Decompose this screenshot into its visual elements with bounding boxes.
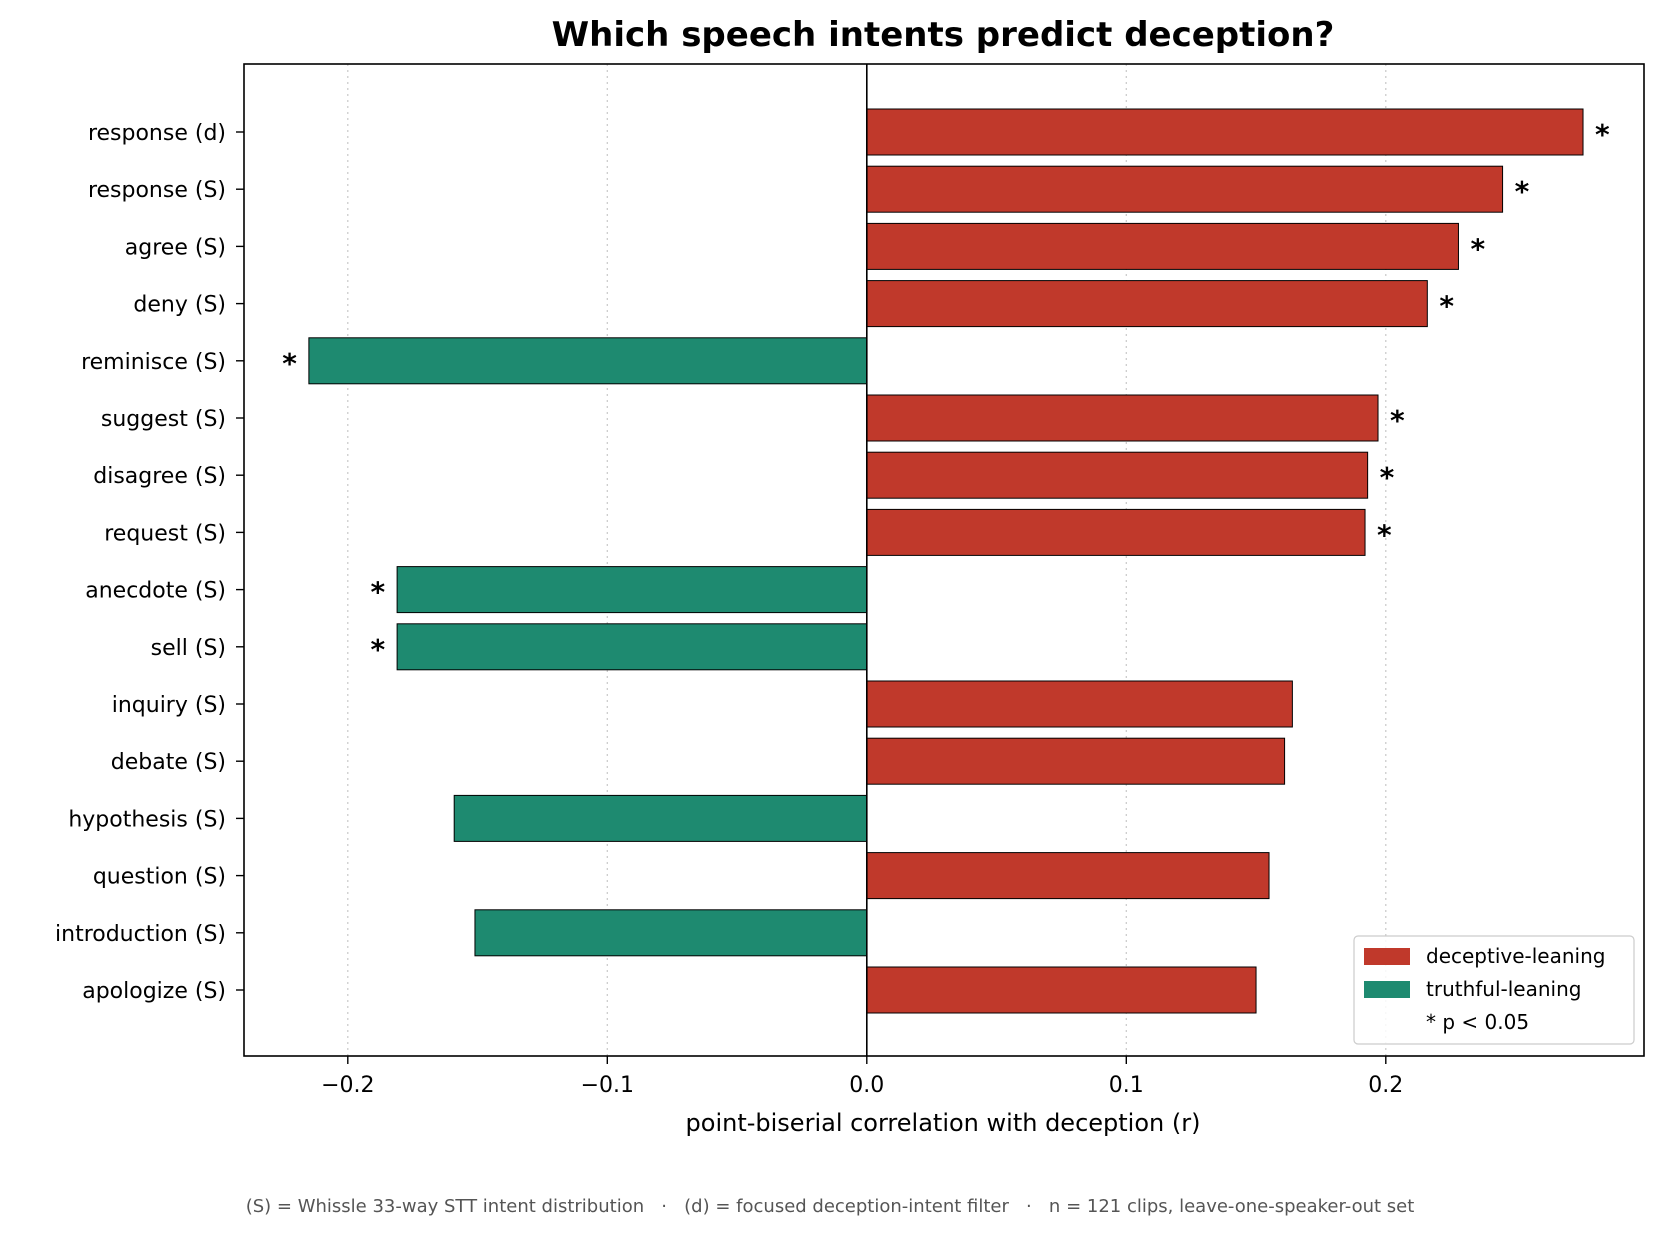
significance-markers: * * * * * * * * * * [282,118,1610,666]
significance-marker: * [1470,232,1485,265]
bar [474,909,868,957]
significance-marker: * [370,576,385,609]
x-tick-label: −0.1 [581,1073,634,1098]
y-tick-label: question (S) [93,865,226,890]
y-tick-label: sell (S) [151,636,226,661]
y-tick-label: anecdote (S) [85,579,226,604]
x-tick-label: −0.2 [321,1073,374,1098]
x-tick-label: 0.1 [1109,1073,1144,1098]
bar [866,451,1369,499]
legend-label: truthful-leaning [1426,977,1581,1001]
significance-marker: * [1380,461,1395,494]
significance-marker: * [1439,290,1454,323]
bar [866,966,1257,1014]
y-axis-ticks: response (d) response (S) agree (S) deny (S… [55,121,244,1004]
legend-label: deceptive-leaning [1426,944,1605,968]
x-tick-label: 0.0 [849,1073,884,1098]
significance-marker: * [1515,175,1530,208]
y-tick-label: response (S) [88,178,226,203]
legend-swatch [1364,948,1410,965]
bar [453,794,868,842]
x-tick-label: 0.2 [1368,1073,1403,1098]
y-tick-label: response (d) [88,121,226,146]
legend-label: * p < 0.05 [1426,1010,1529,1034]
bars [308,108,1584,1014]
legend-swatch [1364,981,1410,998]
bar [866,508,1366,556]
y-tick-label: request (S) [104,521,226,546]
y-tick-label: deny (S) [133,293,226,318]
plot-frame [243,63,1645,1057]
y-tick-label: disagree (S) [93,464,226,489]
legend: deceptive-leaning truthful-leaning * p < 0… [1353,935,1635,1045]
y-tick-label: apologize (S) [82,979,226,1004]
bar [308,337,868,385]
bar [866,165,1504,213]
y-tick-label: hypothesis (S) [68,807,226,832]
bar [866,280,1428,328]
significance-marker: * [370,633,385,666]
y-tick-label: debate (S) [111,750,226,775]
y-tick-label: inquiry (S) [112,693,226,718]
significance-marker: * [1595,118,1610,151]
y-tick-label: agree (S) [125,235,226,260]
y-tick-label: suggest (S) [101,407,226,432]
significance-marker: * [282,347,297,380]
bar [866,222,1459,270]
y-tick-label: introduction (S) [55,922,226,947]
bar [866,108,1584,156]
legend-box [1353,935,1635,1045]
bar [866,680,1293,728]
significance-marker: * [1390,404,1405,437]
bar [396,623,868,671]
chart-title: Which speech intents predict deception? [552,15,1335,55]
x-axis-ticks: −0.2 −0.1 0.0 0.1 0.2 [321,1056,1403,1098]
bar [866,852,1270,900]
x-axis-label: point-biserial correlation with deceptio… [686,1109,1201,1137]
y-tick-label: reminisce (S) [81,350,226,375]
significance-marker: * [1377,518,1392,551]
bar [866,737,1286,785]
footnote: (S) = Whissle 33-way STT intent distribu… [246,1196,1415,1217]
bar [396,566,868,614]
bar [866,394,1379,442]
